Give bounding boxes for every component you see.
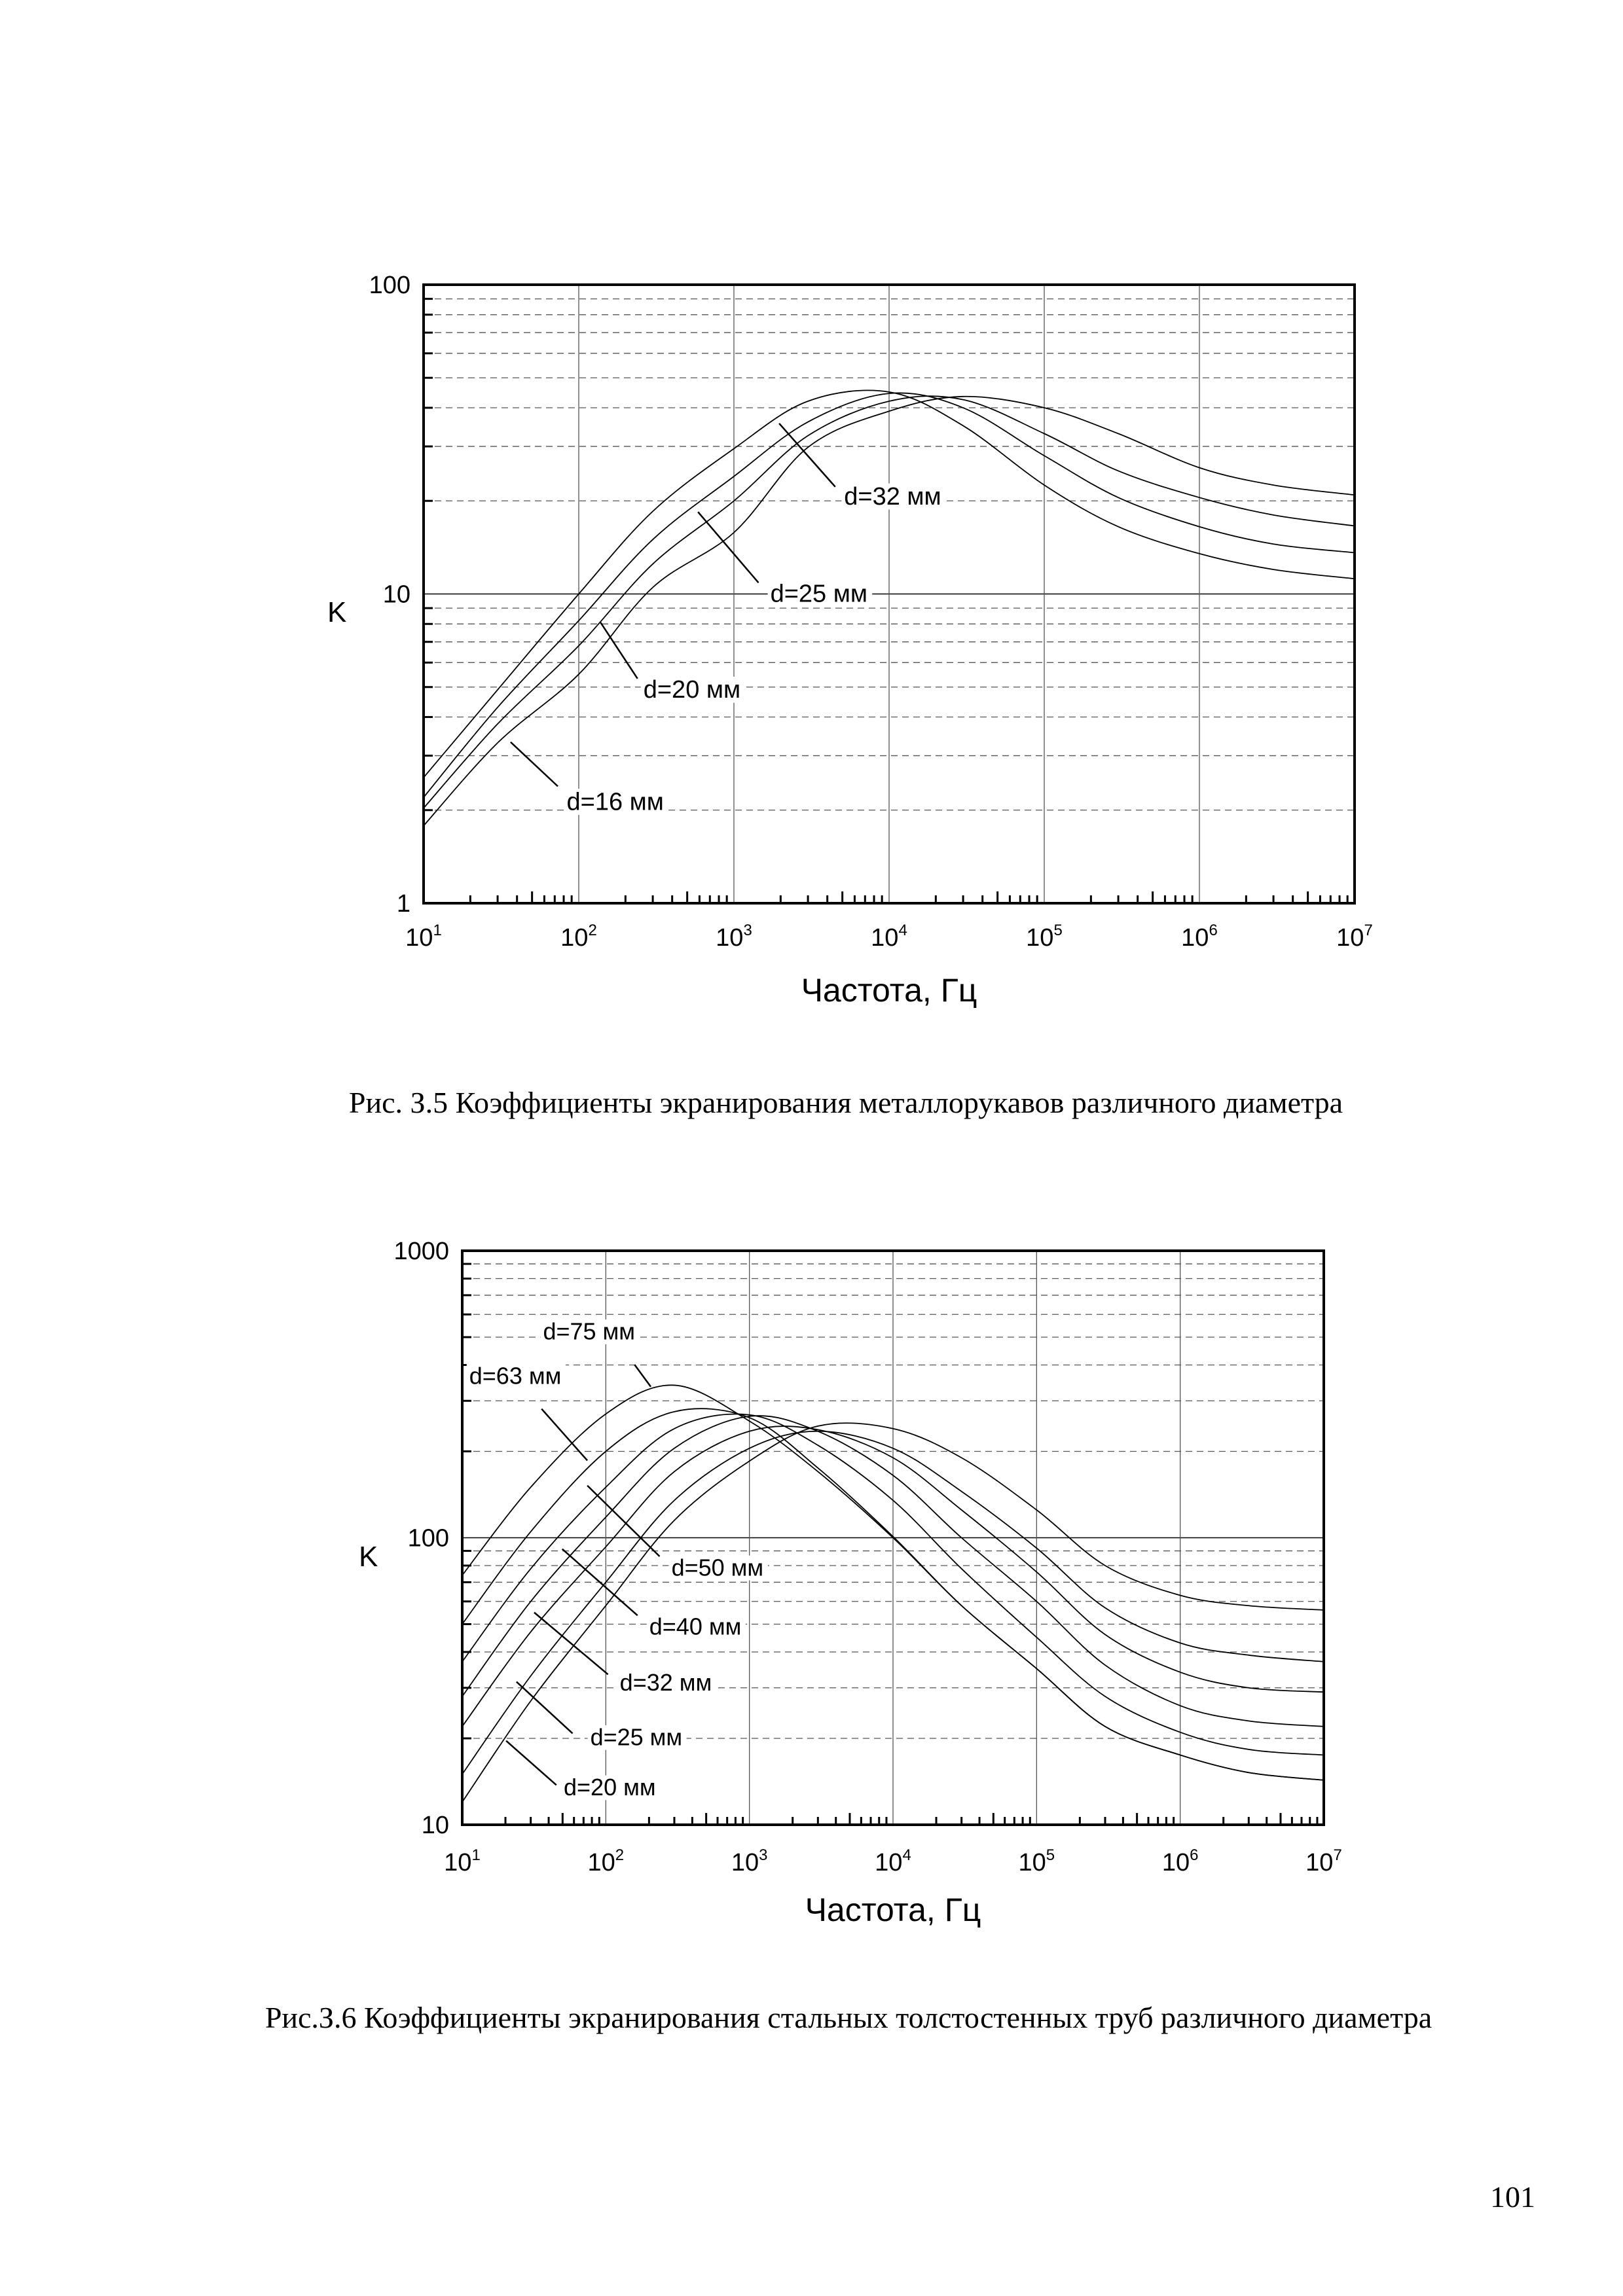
x-tick-label: 102	[588, 1846, 625, 1876]
annotation-leader-line	[534, 1611, 609, 1676]
series-line-40mm	[462, 1415, 1324, 1727]
series-label: d=50 мм	[672, 1554, 764, 1581]
x-tick-label: 105	[1026, 922, 1063, 952]
annotation-background	[646, 1614, 746, 1640]
x-tick-label: 103	[716, 922, 752, 952]
y-tick-label: 10	[383, 581, 410, 609]
series-label: d=16 мм	[567, 788, 664, 816]
series-label: d=32 мм	[620, 1669, 712, 1696]
series-label: d=75 мм	[543, 1318, 635, 1345]
y-axis-label: K	[327, 596, 346, 628]
series-line-25mm	[462, 1430, 1324, 1775]
figure-caption-3-5: Рис. З.5 Коэффициенты экранирования мета…	[349, 1086, 1343, 1119]
x-tick-label: 101	[405, 922, 442, 952]
x-tick-label: 101	[444, 1846, 481, 1876]
series-line-32mm	[462, 1426, 1324, 1727]
annotation-leader-line	[778, 423, 836, 488]
x-tick-label: 105	[1019, 1846, 1055, 1876]
series-label: d=25 мм	[591, 1723, 683, 1750]
annotation-leader-line	[561, 1548, 638, 1617]
x-tick-label: 106	[1162, 1846, 1199, 1876]
annotation-background	[561, 1775, 661, 1801]
annotation-leader-line	[510, 741, 558, 787]
annotation-leader-line	[600, 622, 638, 679]
x-tick-label: 106	[1181, 922, 1218, 952]
annotation-background	[564, 789, 669, 816]
x-tick-label: 104	[875, 1846, 911, 1876]
series-label: d=32 мм	[844, 483, 941, 511]
y-axis-label: K	[359, 1541, 378, 1573]
chart-1: 101 102 103 104 105 106 107 1 10 100 K Частота, Гц d…	[327, 272, 1373, 1009]
x-tick-label: 102	[560, 922, 597, 952]
series-line-50mm	[462, 1413, 1324, 1756]
plot-frame	[422, 283, 1356, 905]
annotation-leader-line	[587, 1484, 661, 1557]
x-axis-label: Частота, Гц	[801, 972, 977, 1009]
annotation-background	[668, 1555, 768, 1581]
annotation-background	[841, 483, 946, 510]
y-tick-label: 1000	[393, 1238, 449, 1265]
y-tick-label: 10	[422, 1812, 449, 1839]
series-line-16mm	[423, 395, 1355, 827]
x-tick-label: 103	[731, 1846, 768, 1876]
y-tick-label: 1	[397, 890, 410, 918]
series-line-63mm	[462, 1408, 1324, 1781]
annotation-background	[587, 1725, 687, 1750]
annotation-background	[640, 676, 746, 703]
annotation-leader-line	[697, 511, 759, 584]
series-label: d=40 мм	[649, 1613, 742, 1640]
series-label: d=25 мм	[771, 581, 867, 608]
annotation-background	[540, 1319, 640, 1344]
x-tick-label: 107	[1336, 922, 1373, 952]
annotation-leader-line	[516, 1681, 574, 1734]
series-label: d=20 мм	[564, 1774, 656, 1801]
annotation-background	[767, 581, 873, 607]
y-tick-label: 100	[369, 272, 410, 299]
annotation-leader-line	[634, 1364, 652, 1388]
series-line-20mm	[423, 395, 1355, 809]
series-label: d=20 мм	[644, 676, 740, 704]
page-number: 101	[1490, 2180, 1535, 2214]
x-tick-label: 107	[1305, 1846, 1342, 1876]
x-tick-label: 104	[871, 922, 907, 952]
series-line-25mm	[423, 392, 1355, 798]
x-axis-label: Частота, Гц	[805, 1892, 981, 1928]
annotation-background	[466, 1363, 566, 1389]
annotation-background	[617, 1670, 716, 1696]
y-tick-label: 100	[408, 1525, 449, 1552]
plot-frame	[461, 1249, 1325, 1826]
annotation-leader-line	[541, 1408, 589, 1462]
series-line-20mm	[462, 1422, 1324, 1803]
annotation-leader-line	[505, 1740, 557, 1786]
figure-caption-3-6: Рис.З.6 Коэффициенты экранирования сталь…	[265, 2001, 1432, 2034]
series-label: d=63 мм	[469, 1362, 562, 1389]
chart-2: 101 102 103 104 105 106 107 10 100 1000 K Частота, …	[359, 1238, 1342, 1928]
series-line-32mm	[423, 389, 1355, 778]
